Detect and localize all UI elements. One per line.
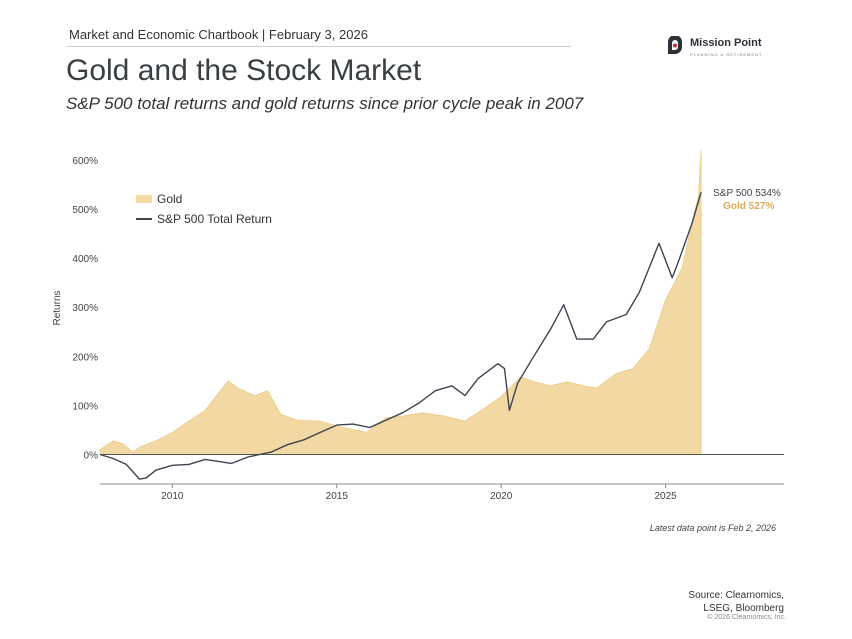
source-line-2: LSEG, Bloomberg [703, 603, 784, 614]
x-tick-label: 2025 [654, 491, 677, 502]
mission-point-logo: Mission Point PLANNING & RETIREMENT [664, 35, 794, 60]
y-tick-label: 0% [84, 451, 99, 462]
chartbook-header: Market and Economic Chartbook | February… [69, 27, 368, 42]
chart-legend: Gold S&P 500 Total Return [136, 192, 272, 226]
page-subtitle: S&P 500 total returns and gold returns s… [66, 94, 584, 113]
latest-data-note: Latest data point is Feb 2, 2026 [649, 523, 776, 533]
sp500-end-label: S&P 500 534% [713, 188, 781, 199]
y-tick-label: 200% [72, 352, 98, 363]
gold-end-label: Gold 527% [723, 201, 774, 212]
y-tick-label: 500% [72, 205, 98, 216]
header-divider [66, 46, 571, 47]
mission-point-logo-icon [668, 35, 682, 54]
gold-area [99, 149, 702, 455]
y-tick-label: 100% [72, 401, 98, 412]
source-note: Source: Clearnomics, LSEG, Bloomberg [688, 589, 784, 615]
legend-gold-label: Gold [157, 192, 182, 206]
source-line-1: Source: Clearnomics, [688, 590, 784, 601]
x-tick-label: 2015 [326, 491, 349, 502]
logo-tagline: PLANNING & RETIREMENT [690, 52, 763, 57]
legend-gold-swatch [136, 195, 152, 203]
y-tick-label: 400% [72, 254, 98, 265]
sp500-line [99, 192, 702, 480]
x-tick-label: 2010 [161, 491, 184, 502]
legend-sp500-label: S&P 500 Total Return [157, 212, 272, 226]
page-title: Gold and the Stock Market [66, 54, 422, 87]
y-tick-label: 600% [72, 156, 98, 167]
y-axis-title: Returns [52, 290, 63, 325]
y-tick-label: 300% [72, 303, 98, 314]
copyright-note: © 2026 Clearnomics, Inc. [707, 614, 786, 621]
x-tick-label: 2020 [490, 491, 513, 502]
logo-name: Mission Point [690, 37, 762, 49]
